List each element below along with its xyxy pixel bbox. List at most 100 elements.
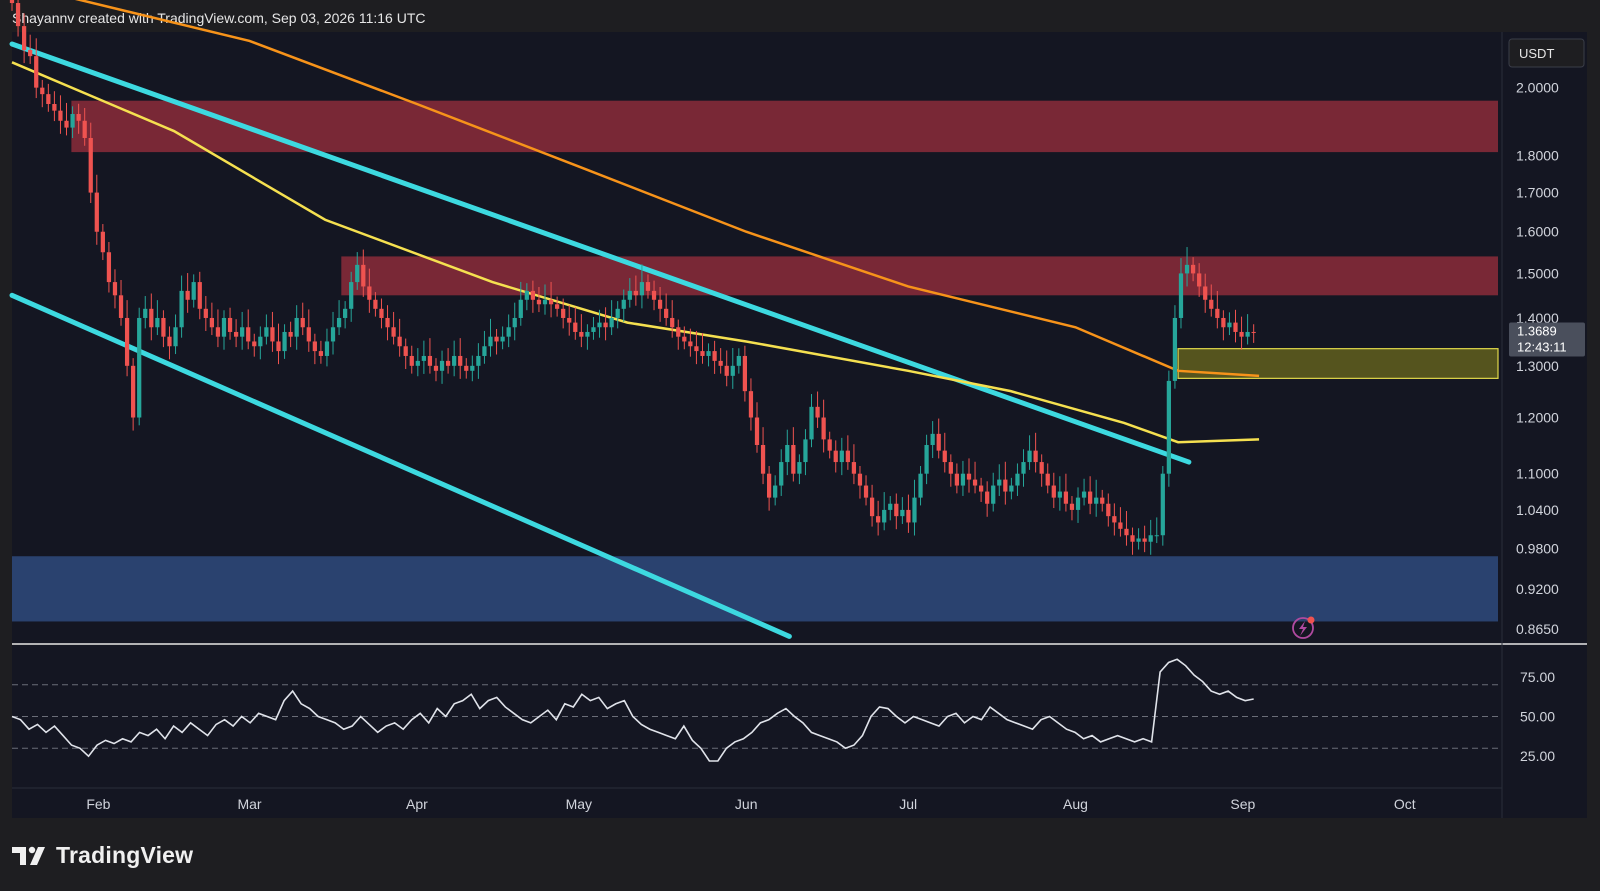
candle-body: [948, 462, 953, 474]
candle: [173, 314, 178, 355]
ma-orange: [74, 0, 1260, 378]
candle-body: [1051, 485, 1056, 498]
tradingview-logo[interactable]: TradingView: [12, 842, 193, 869]
candle: [118, 279, 124, 326]
candle-body: [1184, 264, 1190, 274]
candle: [627, 278, 632, 308]
candle: [942, 432, 947, 473]
candle-body: [633, 290, 638, 296]
candle: [1136, 528, 1141, 550]
candle: [888, 496, 893, 521]
candle-body: [330, 327, 336, 342]
candle-body: [639, 282, 645, 296]
candle: [936, 418, 941, 459]
candle-body: [1033, 450, 1038, 463]
candle-body: [888, 503, 893, 510]
candle-body: [900, 509, 905, 517]
candle: [1118, 507, 1123, 537]
candle: [918, 465, 923, 506]
candle: [355, 252, 360, 290]
zone-red: [71, 100, 1499, 153]
candle: [1166, 370, 1171, 487]
candle: [900, 497, 905, 524]
candle: [966, 458, 972, 493]
candle-body: [863, 485, 869, 498]
candle-body: [1148, 535, 1153, 542]
candle-body: [1215, 308, 1220, 318]
candle: [349, 271, 354, 322]
price-tick-label: 1.5000: [1516, 265, 1559, 281]
candle: [233, 319, 239, 348]
currency-badge[interactable]: USDT: [1508, 38, 1585, 68]
candle-body: [912, 497, 917, 523]
price-tick-label: 1.4000: [1516, 310, 1559, 326]
candle-body: [233, 331, 239, 337]
candle: [367, 268, 372, 313]
candle: [1009, 477, 1014, 500]
candle-body: [936, 433, 941, 451]
candle: [131, 358, 136, 431]
candle-body: [954, 473, 959, 486]
candle-body: [997, 479, 1002, 486]
candle: [1221, 310, 1226, 341]
candle-body: [282, 331, 287, 352]
candle-body: [579, 331, 584, 337]
candle-body: [1009, 485, 1014, 492]
candle-body: [415, 360, 420, 366]
candle: [876, 500, 881, 536]
candle-body: [942, 450, 947, 463]
candle: [530, 280, 536, 313]
candle: [500, 326, 505, 350]
candle: [1172, 305, 1178, 389]
candle-body: [906, 509, 911, 523]
candle: [561, 298, 566, 329]
candle: [324, 328, 330, 367]
candle-body: [1166, 380, 1171, 474]
candle-body: [609, 317, 614, 328]
candle: [397, 318, 402, 357]
candle: [833, 440, 838, 473]
candle-body: [318, 351, 324, 356]
candle-body: [143, 308, 148, 318]
channel-line-1: [9, 292, 792, 639]
candle-body: [1027, 450, 1032, 463]
candle: [978, 477, 984, 502]
candle: [246, 309, 251, 350]
rsi-line: [11, 658, 1254, 762]
candle: [1027, 435, 1032, 470]
candle-body: [821, 417, 826, 440]
candle: [270, 311, 275, 352]
alert-icon[interactable]: [1292, 616, 1315, 639]
candle: [1106, 493, 1111, 527]
candle: [458, 338, 463, 379]
candle-body: [1112, 516, 1117, 523]
candle-body: [1003, 479, 1008, 492]
candle-body: [724, 365, 729, 376]
candle-body: [567, 317, 572, 323]
candle: [1100, 489, 1105, 512]
candle-body: [155, 317, 160, 328]
candle: [106, 241, 112, 293]
candle: [385, 305, 390, 341]
candle: [536, 286, 542, 313]
candle: [736, 348, 741, 374]
candle: [124, 300, 130, 377]
candle-body: [682, 336, 687, 342]
candle-body: [530, 290, 536, 300]
candle-body: [700, 351, 705, 356]
candle: [185, 273, 190, 313]
candle-body: [343, 308, 348, 318]
candle-body: [1160, 473, 1165, 536]
candle: [64, 102, 69, 136]
candle: [621, 289, 626, 322]
candle: [1112, 503, 1117, 536]
candle-body: [1100, 497, 1105, 504]
candle-body: [1154, 535, 1159, 537]
price-tick-label: 1.2000: [1516, 410, 1559, 426]
candle: [591, 317, 596, 340]
tradingview-logo-text: TradingView: [56, 842, 194, 868]
candle-body: [1088, 491, 1093, 504]
candle-body: [779, 462, 784, 486]
candle: [252, 333, 257, 357]
